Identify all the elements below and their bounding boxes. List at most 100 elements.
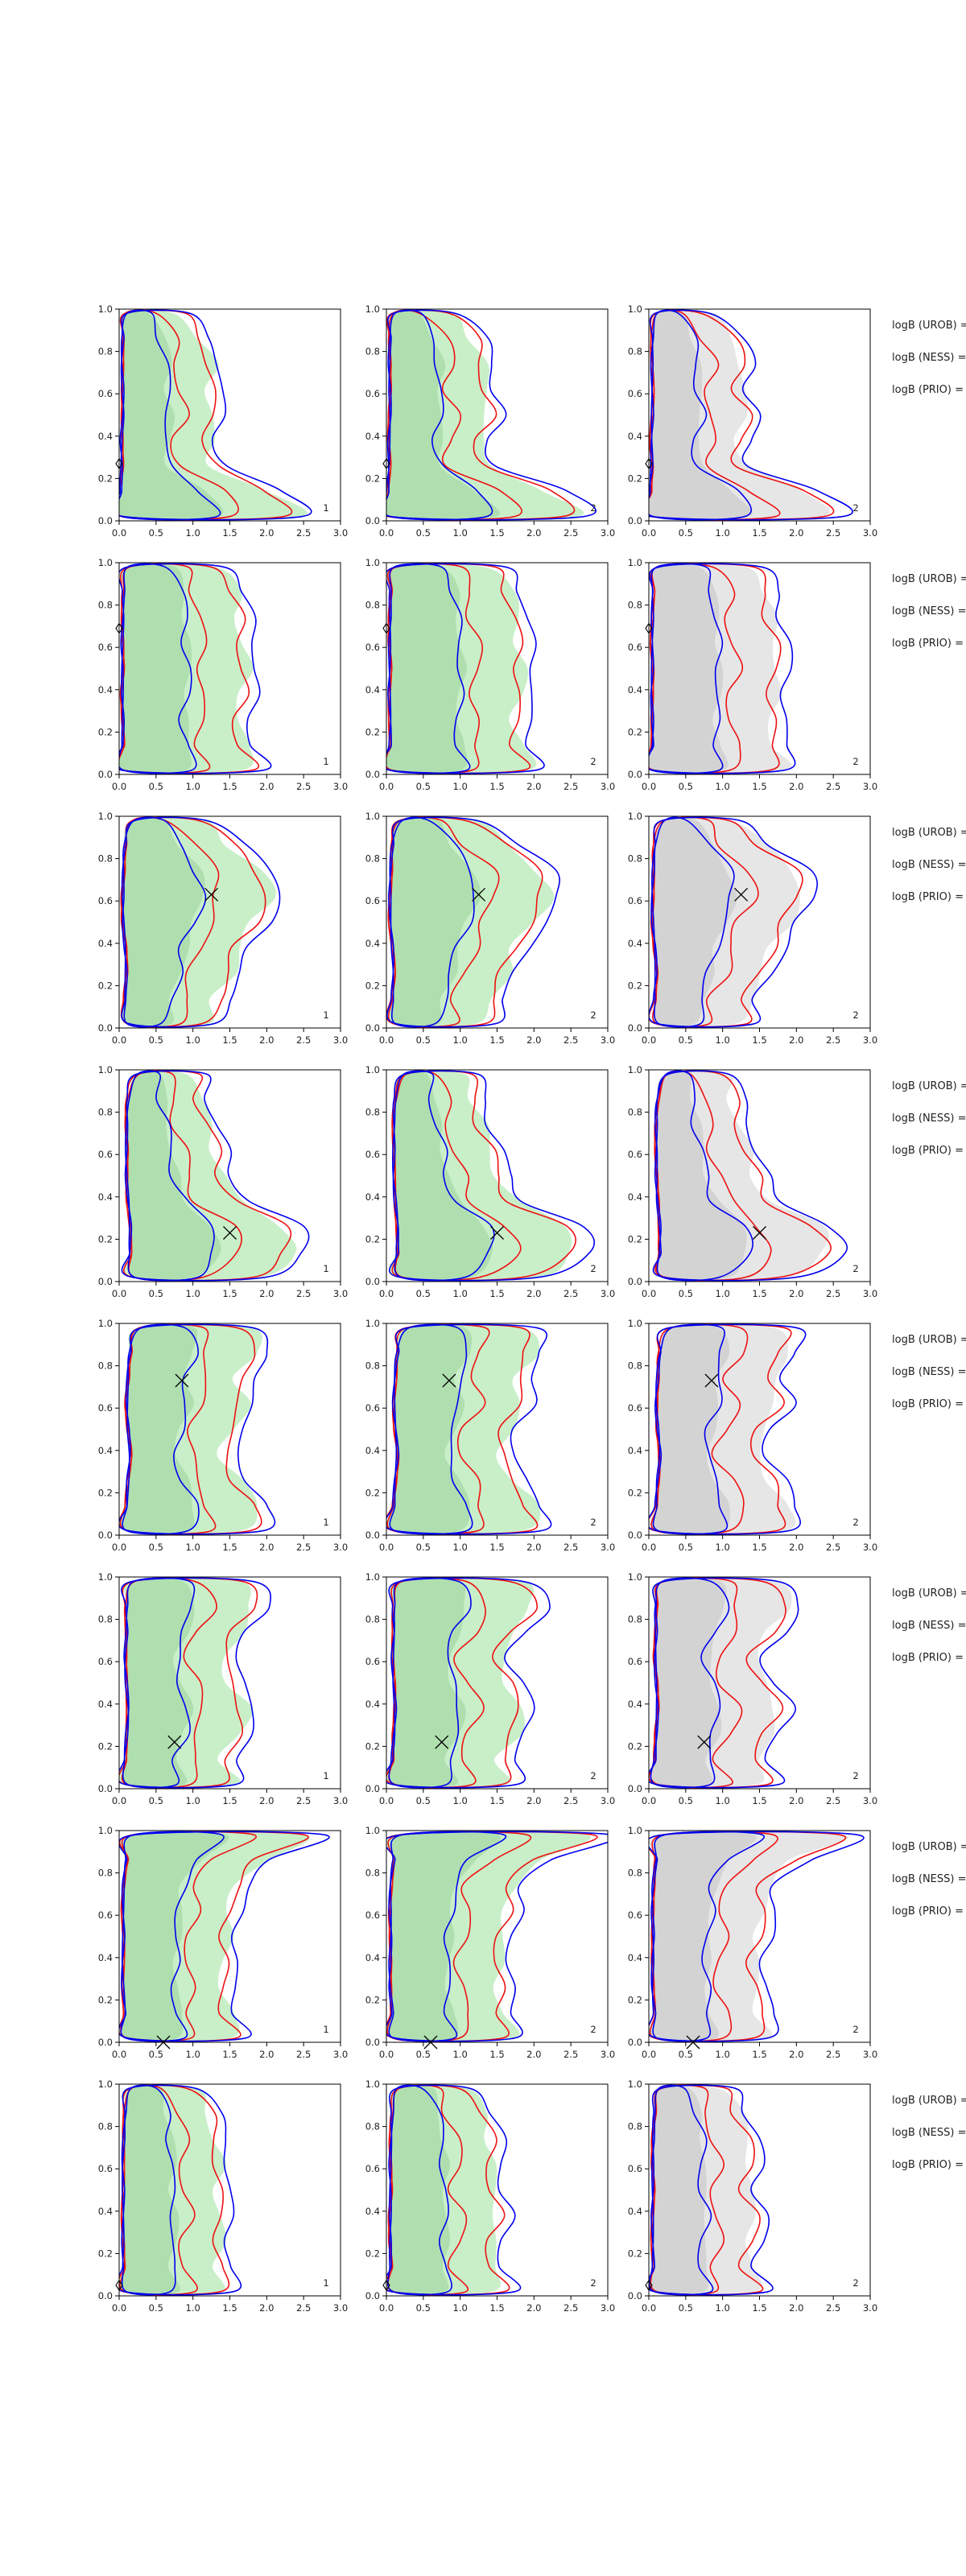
x-tick-label: 2.0 — [526, 2049, 541, 2060]
y-tick-label: 0.0 — [628, 2290, 642, 2301]
filled-region-inner — [649, 564, 729, 774]
x-tick-label: 1.0 — [716, 527, 730, 539]
x-tick-label: 3.0 — [863, 527, 877, 539]
y-tick-label: 0.6 — [628, 1402, 642, 1414]
x-tick-label: 0.5 — [679, 527, 693, 539]
y-tick-label: 0.4 — [98, 1952, 113, 1963]
y-tick-label: 0.8 — [628, 1360, 642, 1372]
y-tick-label: 0.8 — [98, 600, 113, 611]
panel-contours — [386, 1577, 551, 1789]
x-tick-label: 2.0 — [259, 527, 274, 539]
y-tick-label: 1.0 — [628, 557, 642, 568]
blue-contour-inner — [120, 1831, 225, 2042]
x-tick-label: 2.0 — [789, 1034, 803, 1046]
y-tick-label: 0.0 — [365, 2290, 380, 2301]
y-tick-label: 0.2 — [98, 2248, 113, 2259]
y-tick-label: 1.0 — [98, 1318, 113, 1329]
panel-number: 2 — [852, 1517, 858, 1528]
panel-row: 0.0 0.5 1.0 1.5 2.0 2.5 3.0 0.0 0.2 0.4 0.6 0.8 1.0 1… — [98, 1318, 966, 1553]
panel-contours — [649, 1323, 807, 1535]
y-tick-label: 0.6 — [365, 1149, 380, 1160]
panel: 0.0 0.5 1.0 1.5 2.0 2.5 3.0 0.0 0.2 0.4 0.6 0.8 1.0 1 — [98, 1825, 348, 2060]
panel-number: 2 — [590, 1009, 596, 1021]
filled-region-inner — [119, 310, 224, 520]
y-tick-label: 0.4 — [365, 431, 380, 442]
blue-contour-inner — [650, 1577, 730, 1789]
blue-contour-outer — [119, 309, 312, 521]
panel: 0.0 0.5 1.0 1.5 2.0 2.5 3.0 0.0 0.2 0.4 0.6 0.8 1.0 1 — [98, 1571, 348, 1806]
red-contour-inner — [119, 1323, 217, 1535]
x-tick-label: 0.0 — [642, 527, 656, 539]
marker-stroke — [704, 1373, 719, 1388]
panel-contours — [119, 2084, 242, 2296]
true-value-marker — [175, 1373, 189, 1388]
x-tick-label: 1.0 — [716, 1542, 730, 1553]
x-tick-label: 2.5 — [826, 1034, 840, 1046]
panel: 0.0 0.5 1.0 1.5 2.0 2.5 3.0 0.0 0.2 0.4 0.6 0.8 1.0 2 — [365, 1064, 615, 1299]
x-tick-label: 0.0 — [642, 1034, 656, 1046]
y-tick-label: 0.8 — [365, 1614, 380, 1625]
x-tick-label: 3.0 — [863, 1288, 877, 1299]
filled-region-inner — [119, 564, 192, 774]
blue-contour-outer — [652, 1070, 848, 1282]
panel-number: 1 — [323, 1263, 328, 1274]
x-tick-label: 3.0 — [601, 2302, 615, 2314]
y-tick-label: 0.8 — [98, 346, 113, 357]
logb-annotation: logB (NESS) = — [892, 1366, 966, 1378]
logb-annotation: logB (PRIO) = — [892, 2159, 964, 2171]
filled-region-inner — [122, 1578, 195, 1788]
x-tick-label: 1.5 — [489, 2302, 504, 2314]
blue-contour-inner — [649, 2084, 714, 2296]
x-tick-label: 0.0 — [642, 1542, 656, 1553]
panel-row: 0.0 0.5 1.0 1.5 2.0 2.5 3.0 0.0 0.2 0.4 0.6 0.8 1.0 1… — [98, 1825, 966, 2060]
x-tick-label: 1.5 — [752, 527, 766, 539]
y-tick-label: 0.4 — [628, 1699, 642, 1710]
red-contour-outer — [120, 816, 266, 1028]
x-tick-label: 1.5 — [489, 2049, 504, 2060]
marker-stroke — [490, 1226, 504, 1240]
y-tick-label: 1.0 — [365, 1571, 380, 1583]
x-tick-label: 1.0 — [453, 527, 468, 539]
y-tick-label: 1.0 — [365, 1318, 380, 1329]
red-contour-outer — [386, 309, 576, 521]
true-value-marker — [435, 1735, 449, 1749]
blue-contour-inner — [124, 1070, 215, 1282]
x-tick-label: 3.0 — [333, 1542, 348, 1553]
x-tick-label: 2.5 — [564, 1034, 578, 1046]
panel-contours — [119, 1577, 271, 1789]
panel-row: 0.0 0.5 1.0 1.5 2.0 2.5 3.0 0.0 0.2 0.4 0.6 0.8 1.0 1… — [98, 1064, 966, 1299]
panel-row: 0.0 0.5 1.0 1.5 2.0 2.5 3.0 0.0 0.2 0.4 0.6 0.8 1.0 1… — [98, 1571, 966, 1806]
x-tick-label: 0.0 — [112, 1288, 126, 1299]
logb-annotation: logB (PRIO) = — [892, 1905, 964, 1918]
red-contour-inner — [119, 2084, 198, 2296]
y-tick-label: 0.4 — [365, 684, 380, 696]
y-tick-label: 0.6 — [98, 895, 113, 906]
filled-region-inner — [389, 817, 481, 1027]
x-tick-label: 1.0 — [453, 1034, 468, 1046]
x-tick-label: 3.0 — [601, 1288, 615, 1299]
y-tick-label: 0.2 — [365, 473, 380, 484]
y-tick-label: 0.0 — [365, 2037, 380, 2048]
marker-stroke — [204, 887, 219, 902]
x-tick-label: 0.5 — [416, 1288, 431, 1299]
y-tick-label: 0.8 — [365, 1107, 380, 1118]
panel-contours — [120, 816, 281, 1028]
y-tick-label: 0.2 — [98, 1487, 113, 1498]
y-tick-label: 1.0 — [365, 1825, 380, 1836]
true-value-marker — [167, 1735, 182, 1749]
blue-contour-inner — [389, 816, 475, 1028]
panel-number: 2 — [852, 1770, 858, 1781]
true-value-marker — [490, 1226, 504, 1240]
y-tick-label: 0.0 — [98, 769, 113, 780]
y-tick-label: 0.8 — [365, 853, 380, 865]
true-value-marker — [753, 1226, 766, 1240]
y-tick-label: 0.6 — [365, 1656, 380, 1667]
x-tick-label: 1.0 — [453, 2049, 468, 2060]
x-tick-label: 3.0 — [863, 2049, 877, 2060]
x-tick-label: 1.5 — [222, 1034, 237, 1046]
logb-annotation: logB (PRIO) = — [892, 1652, 964, 1664]
y-tick-label: 0.6 — [628, 1656, 642, 1667]
blue-contour-outer — [386, 1323, 552, 1535]
y-tick-label: 0.6 — [365, 1909, 380, 1921]
x-tick-label: 2.0 — [259, 1034, 274, 1046]
